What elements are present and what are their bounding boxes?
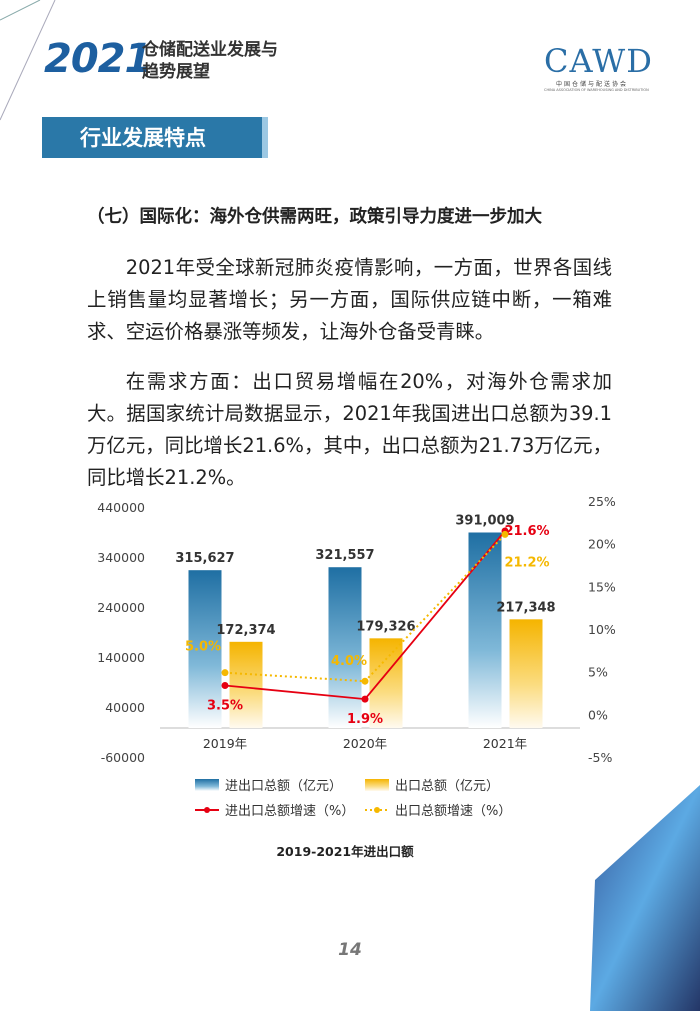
chart: 2019-2021年进出口额 440000 340000 240000 140000 4… — [97, 494, 616, 859]
line-label: 3.5% — [207, 698, 243, 713]
y2-tick-label: 15% — [588, 579, 616, 594]
header-title: 仓储配送业发展与 趋势展望 — [142, 39, 278, 83]
y2-tick-label: 5% — [588, 665, 608, 680]
section-title: 行业发展特点 — [80, 126, 206, 150]
org-logo: CAWD — [544, 42, 653, 80]
paragraph: 2021年受全球新冠肺炎疫情影响，一方面，世界各国线上销售量均显著增长；另一方面… — [87, 256, 612, 343]
paragraph: 在需求方面：出口贸易增幅在20%，对海外仓需求加大。据国家统计局数据显示，202… — [87, 370, 612, 489]
y-tick-label: 140000 — [97, 650, 145, 665]
bar — [229, 641, 263, 728]
bar-label: 217,348 — [496, 600, 555, 615]
bar-label: 179,326 — [356, 619, 415, 634]
org-name-en: CHINA ASSOCIATION OF WAREHOUSING AND DIS… — [544, 88, 649, 92]
legend-swatch — [365, 779, 389, 791]
page-number: 14 — [338, 940, 362, 960]
decor-line — [0, 0, 41, 21]
y2-tick-label: 25% — [588, 494, 616, 509]
legend-label: 进出口总额（亿元） — [225, 779, 342, 794]
y2-tick-label: 20% — [588, 537, 616, 552]
y-tick-label: -60000 — [101, 750, 145, 765]
org-name-cn: 中国仓储与配送协会 — [556, 81, 629, 88]
city-image — [590, 785, 700, 1011]
y-tick-label: 40000 — [105, 700, 145, 715]
y2-tick-label: 0% — [588, 707, 608, 722]
y-tick-label: 340000 — [97, 550, 145, 565]
decor-line — [0, 0, 56, 121]
y-tick-label: 240000 — [97, 600, 145, 615]
line-label: 4.0% — [331, 654, 367, 669]
section-bar-edge — [262, 117, 268, 158]
bar-label: 172,374 — [216, 623, 275, 638]
chart-caption: 2019-2021年进出口额 — [276, 844, 414, 859]
line-label: 5.0% — [185, 640, 221, 655]
line-label: 21.6% — [504, 524, 549, 539]
section-bar — [42, 117, 268, 158]
line-point — [361, 695, 369, 703]
line-point — [221, 681, 229, 689]
line-label: 21.2% — [504, 555, 549, 570]
legend-swatch — [195, 779, 219, 791]
logo-year: 2021 — [44, 36, 152, 82]
legend-swatch — [204, 807, 210, 813]
bar — [369, 638, 403, 728]
bar — [328, 567, 362, 728]
bar-label: 315,627 — [175, 551, 234, 566]
bar-label: 391,009 — [455, 513, 514, 528]
bar — [509, 619, 543, 728]
y-tick-label: 440000 — [97, 500, 145, 515]
header-title-line: 趋势展望 — [142, 62, 210, 82]
heading: （七）国际化：海外仓供需两旺，政策引导力度进一步加大 — [87, 207, 542, 227]
legend-swatch — [374, 807, 380, 813]
line-point — [501, 530, 509, 538]
y2-tick-label: -5% — [588, 750, 612, 765]
header-title-line: 仓储配送业发展与 — [142, 40, 278, 60]
bar-label: 321,557 — [315, 548, 374, 563]
x-tick-label: 2021年 — [483, 736, 527, 751]
legend-label: 出口总额增速（%） — [395, 804, 511, 819]
x-tick-label: 2020年 — [343, 736, 387, 751]
legend-label: 出口总额（亿元） — [395, 779, 499, 794]
bar — [188, 570, 222, 728]
legend-label: 进出口总额增速（%） — [225, 804, 354, 819]
line-point — [361, 677, 369, 685]
x-tick-label: 2019年 — [203, 736, 247, 751]
y2-tick-label: 10% — [588, 622, 616, 637]
line-label: 1.9% — [347, 712, 383, 727]
bar — [468, 532, 502, 728]
line-point — [221, 669, 229, 677]
